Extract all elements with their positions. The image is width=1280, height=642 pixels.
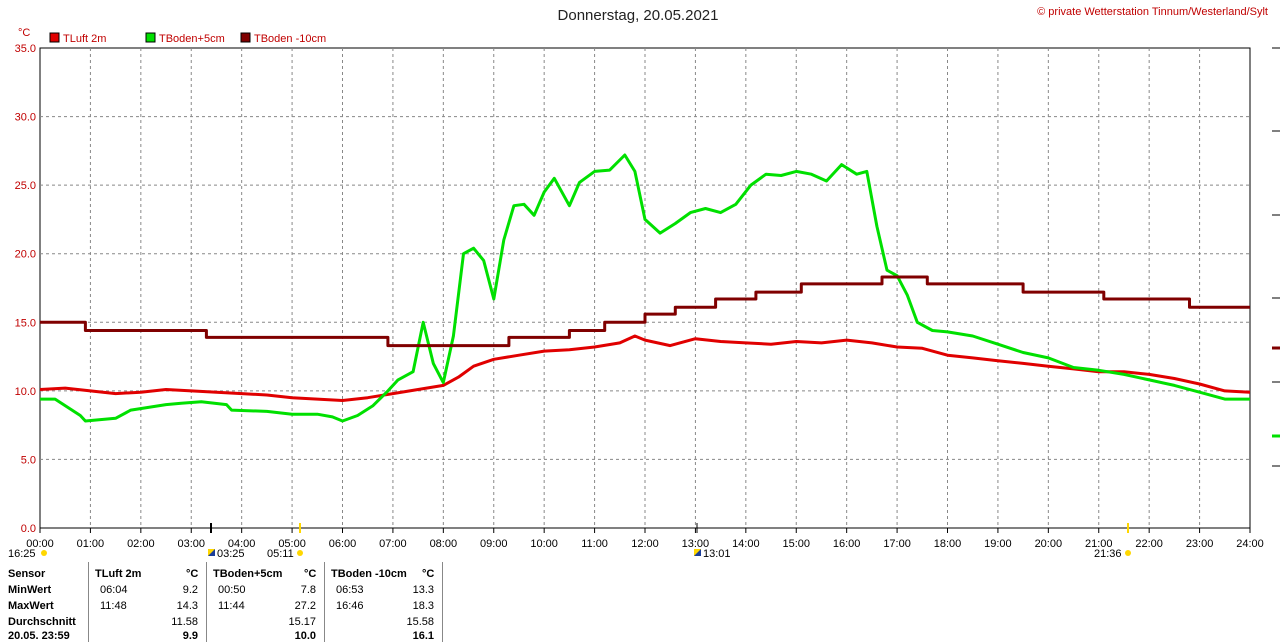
s3-max-time: 16:46	[336, 600, 364, 612]
s2-min-time: 00:50	[218, 584, 246, 596]
temperature-chart: 00:00 01:00 02:00 03:00 04:00 05:00 06:00 07:00…	[8, 6, 1280, 560]
x-tick-label: 22:00	[1135, 538, 1163, 550]
x-tick-label: 24:00	[1236, 538, 1264, 550]
y-tick-label: 35.0	[15, 43, 36, 55]
row-min-label: MinWert	[8, 584, 52, 596]
x-tick-label: 18:00	[934, 538, 962, 550]
x-tick-label: 01:00	[77, 538, 105, 550]
s1-min-time: 06:04	[100, 584, 128, 596]
header-sensor: Sensor	[8, 568, 46, 580]
y-tick-label: 25.0	[15, 180, 36, 192]
x-tick-label: 21:00	[1085, 538, 1113, 550]
s2-avg: 15.17	[288, 616, 316, 628]
y-tick-label: 0.0	[21, 523, 36, 535]
series-line-tboden-5cm	[40, 153, 1250, 423]
marker-m1: 03:25	[217, 548, 245, 560]
s3-min: 13.3	[412, 584, 434, 596]
series-lines	[39, 153, 1251, 423]
s1-max-time: 11:48	[100, 600, 127, 612]
header-s3: TBoden -10cm	[331, 568, 407, 580]
x-tick-label: 00:00	[26, 538, 54, 550]
y-unit-label: °C	[18, 27, 30, 39]
legend: TLuft 2m TBoden+5cm TBoden -10cm	[49, 32, 326, 45]
y-tick-label: 15.0	[15, 317, 36, 329]
sun-icon	[41, 550, 47, 556]
marker-m2: 05:11	[267, 548, 294, 560]
legend-label-tboden5: TBoden+5cm	[159, 33, 225, 45]
sun-icon-3	[1125, 550, 1131, 556]
marker-m3: 13:01	[703, 548, 731, 560]
header-s3-unit: °C	[422, 568, 435, 580]
header-s1-unit: °C	[186, 568, 199, 580]
stats-table: Sensor TLuft 2m °C TBoden+5cm °C TBoden …	[0, 560, 1280, 642]
x-tick-label: 17:00	[883, 538, 911, 550]
x-tick-label: 03:00	[177, 538, 205, 550]
right-edge-ticks	[1272, 47, 1280, 467]
s2-last: 10.0	[294, 630, 316, 642]
s2-max-time: 11:44	[218, 600, 245, 612]
x-tick-label: 10:00	[530, 538, 558, 550]
y-tick-label: 5.0	[21, 454, 36, 466]
legend-swatch-tboden5	[145, 32, 156, 43]
divider	[442, 562, 443, 642]
marker-start: 16:25	[8, 548, 36, 560]
x-tick-label: 12:00	[631, 538, 659, 550]
legend-label-tboden10: TBoden -10cm	[254, 33, 326, 45]
s1-min: 9.2	[182, 584, 198, 596]
x-tick-label: 19:00	[984, 538, 1012, 550]
row-last-label: 20.05. 23:59	[8, 630, 70, 642]
legend-swatch-tluft	[49, 32, 60, 43]
header-s2-unit: °C	[304, 568, 317, 580]
x-tick-label: 11:00	[581, 538, 608, 550]
marker-m4: 21:36	[1094, 548, 1122, 560]
s3-max: 18.3	[412, 600, 434, 612]
row-max-label: MaxWert	[8, 600, 54, 612]
s2-max: 27.2	[294, 600, 316, 612]
series-line-tboden-10cm	[40, 275, 1250, 348]
y-tick-label: 10.0	[15, 386, 36, 398]
x-tick-label: 05:00	[278, 538, 306, 550]
x-tick-label: 20:00	[1035, 538, 1063, 550]
s3-avg: 15.58	[406, 616, 434, 628]
header-s1: TLuft 2m	[95, 568, 142, 580]
x-tick-label: 09:00	[480, 538, 508, 550]
legend-label-tluft: TLuft 2m	[63, 33, 106, 45]
chart-title: Donnerstag, 20.05.2021	[558, 7, 719, 24]
x-tick-label: 07:00	[379, 538, 407, 550]
x-tick-label: 15:00	[782, 538, 810, 550]
y-tick-label: 30.0	[15, 112, 36, 124]
divider	[88, 562, 89, 642]
y-tick-label: 20.0	[15, 249, 36, 261]
sun-icon-2	[297, 550, 303, 556]
time-markers: 16:25 03:25 05:11 13:01 21:36	[8, 523, 1131, 560]
x-tick-label: 04:00	[228, 538, 256, 550]
divider	[324, 562, 325, 642]
s3-last: 16.1	[412, 630, 434, 642]
x-tick-label: 08:00	[430, 538, 458, 550]
header-s2: TBoden+5cm	[213, 568, 283, 580]
x-tick-label: 02:00	[127, 538, 155, 550]
s1-max: 14.3	[176, 600, 198, 612]
s1-avg: 11.58	[171, 616, 198, 628]
x-tick-label: 06:00	[329, 538, 357, 550]
x-tick-label: 13:00	[682, 538, 710, 550]
x-tick-label: 14:00	[732, 538, 760, 550]
copyright-text: © private Wetterstation Tinnum/Westerlan…	[1037, 6, 1268, 18]
s3-min-time: 06:53	[336, 584, 364, 596]
legend-swatch-tboden10	[240, 32, 251, 43]
s2-min: 7.8	[300, 584, 316, 596]
series-line-tluft-2m	[39, 334, 1251, 402]
x-tick-label: 16:00	[833, 538, 861, 550]
grid	[40, 48, 1250, 528]
s1-last: 9.9	[182, 630, 198, 642]
row-avg-label: Durchschnitt	[8, 616, 76, 628]
x-tick-label: 23:00	[1186, 538, 1214, 550]
tick-labels: 00:00 01:00 02:00 03:00 04:00 05:00 06:00 07:00…	[15, 43, 1264, 550]
divider	[206, 562, 207, 642]
